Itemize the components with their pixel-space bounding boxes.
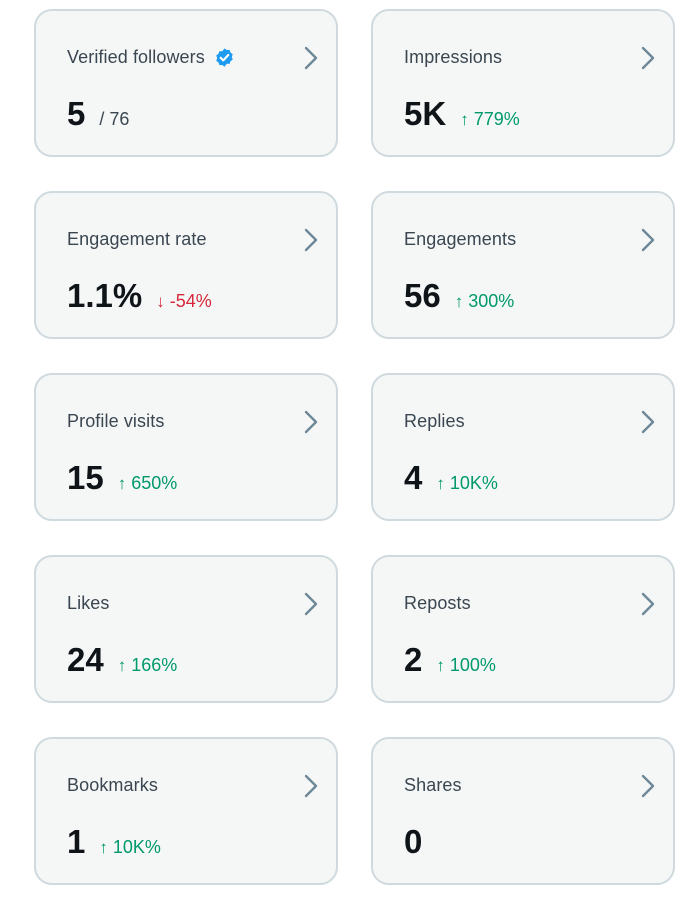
metric-card-impressions[interactable]: Impressions 5K ↑ 779% bbox=[371, 9, 675, 157]
card-title: Profile visits bbox=[67, 411, 164, 432]
card-title-label: Bookmarks bbox=[67, 775, 158, 795]
card-title-label: Profile visits bbox=[67, 411, 165, 431]
metric-card-engagement-rate[interactable]: Engagement rate 1.1% ↓ -54% bbox=[34, 191, 338, 339]
metric-value-row: 4 ↑ 10K% bbox=[404, 461, 498, 494]
metric-delta-value: 779% bbox=[473, 109, 520, 129]
metric-delta-value: 10K% bbox=[449, 473, 498, 493]
chevron-right-icon[interactable] bbox=[302, 591, 320, 617]
card-title-label: Reposts bbox=[404, 593, 471, 613]
chevron-right-icon[interactable] bbox=[639, 773, 657, 799]
card-title: Replies bbox=[404, 411, 465, 432]
card-title-label: Likes bbox=[67, 593, 110, 613]
metric-card-likes[interactable]: Likes 24 ↑ 166% bbox=[34, 555, 338, 703]
chevron-right-icon[interactable] bbox=[639, 45, 657, 71]
metric-value-row: 5K ↑ 779% bbox=[404, 97, 520, 130]
card-title: Reposts bbox=[404, 593, 471, 614]
card-title-label: Impressions bbox=[404, 47, 503, 67]
metric-value-row: 1.1% ↓ -54% bbox=[67, 279, 212, 312]
card-title-label: Engagements bbox=[404, 229, 517, 249]
metric-value-row: 1 ↑ 10K% bbox=[67, 825, 161, 858]
card-title-label: Replies bbox=[404, 411, 465, 431]
chevron-right-icon[interactable] bbox=[639, 227, 657, 253]
card-title: Bookmarks bbox=[67, 775, 158, 796]
metric-delta: ↑ 779% bbox=[460, 109, 520, 130]
chevron-right-icon[interactable] bbox=[302, 409, 320, 435]
metric-card-shares[interactable]: Shares 0 bbox=[371, 737, 675, 885]
card-title-label: Verified followers bbox=[67, 47, 205, 67]
metric-delta-value: 650% bbox=[131, 473, 178, 493]
metric-value-row: 2 ↑ 100% bbox=[404, 643, 496, 676]
metric-value: 4 bbox=[404, 459, 423, 496]
card-title: Engagement rate bbox=[67, 229, 207, 250]
arrow-up-icon: ↑ bbox=[99, 838, 108, 857]
metric-delta-value: 10K% bbox=[112, 837, 161, 857]
metric-value-row: 0 bbox=[404, 825, 422, 858]
chevron-right-icon[interactable] bbox=[639, 409, 657, 435]
arrow-up-icon: ↑ bbox=[454, 292, 464, 311]
metric-delta-value: 166% bbox=[131, 655, 178, 675]
chevron-right-icon[interactable] bbox=[302, 45, 320, 71]
metric-delta-value: -54% bbox=[169, 291, 212, 311]
card-title-label: Shares bbox=[404, 775, 462, 795]
card-title: Engagements bbox=[404, 229, 516, 250]
metric-value: 5 bbox=[67, 95, 86, 132]
arrow-up-icon: ↑ bbox=[460, 110, 469, 129]
arrow-down-icon: ↓ bbox=[156, 292, 165, 311]
metric-value: 24 bbox=[67, 641, 104, 678]
metric-value: 5K bbox=[404, 95, 447, 132]
metric-value: 56 bbox=[404, 277, 441, 314]
metric-delta: ↑ 100% bbox=[436, 655, 496, 676]
card-title: Verified followers bbox=[67, 47, 235, 68]
arrow-up-icon: ↑ bbox=[436, 474, 445, 493]
metric-delta-value: 300% bbox=[468, 291, 515, 311]
metric-value-row: 5 / 76 bbox=[67, 97, 129, 130]
metric-delta: ↑ 650% bbox=[118, 473, 178, 494]
metric-delta: ↑ 300% bbox=[455, 291, 515, 312]
metric-value: 0 bbox=[404, 823, 423, 860]
card-title: Likes bbox=[67, 593, 110, 614]
card-title: Shares bbox=[404, 775, 462, 796]
chevron-right-icon[interactable] bbox=[302, 773, 320, 799]
metric-card-reposts[interactable]: Reposts 2 ↑ 100% bbox=[371, 555, 675, 703]
metric-value: 1.1% bbox=[67, 277, 143, 314]
metric-value: 2 bbox=[404, 641, 423, 678]
metric-card-verified-followers[interactable]: Verified followers 5 / 76 bbox=[34, 9, 338, 157]
metric-card-replies[interactable]: Replies 4 ↑ 10K% bbox=[371, 373, 675, 521]
metric-card-engagements[interactable]: Engagements 56 ↑ 300% bbox=[371, 191, 675, 339]
metric-value: 15 bbox=[67, 459, 104, 496]
verified-badge-icon bbox=[216, 48, 233, 67]
metric-delta: ↑ 10K% bbox=[436, 473, 498, 494]
metric-value-row: 24 ↑ 166% bbox=[67, 643, 177, 676]
card-title: Impressions bbox=[404, 47, 502, 68]
chevron-right-icon[interactable] bbox=[302, 227, 320, 253]
metric-delta: ↓ -54% bbox=[156, 291, 212, 312]
metric-value: 1 bbox=[67, 823, 86, 860]
card-title-label: Engagement rate bbox=[67, 229, 207, 249]
metric-delta: ↑ 166% bbox=[118, 655, 178, 676]
metric-card-profile-visits[interactable]: Profile visits 15 ↑ 650% bbox=[34, 373, 338, 521]
metric-total: / 76 bbox=[99, 109, 130, 129]
metric-card-bookmarks[interactable]: Bookmarks 1 ↑ 10K% bbox=[34, 737, 338, 885]
metric-delta: ↑ 10K% bbox=[99, 837, 161, 858]
metric-value-row: 56 ↑ 300% bbox=[404, 279, 514, 312]
metric-value-row: 15 ↑ 650% bbox=[67, 461, 177, 494]
metric-delta-value: 100% bbox=[449, 655, 496, 675]
arrow-up-icon: ↑ bbox=[436, 656, 445, 675]
arrow-up-icon: ↑ bbox=[117, 656, 127, 675]
chevron-right-icon[interactable] bbox=[639, 591, 657, 617]
arrow-up-icon: ↑ bbox=[117, 474, 127, 493]
